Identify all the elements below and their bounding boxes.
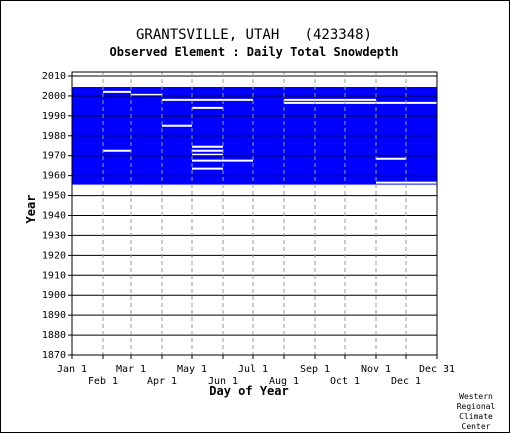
credit-line-2: Regional <box>457 402 496 411</box>
y-tick-label-1970: 1970 <box>42 151 66 162</box>
y-tick-label-1870: 1870 <box>42 350 66 361</box>
x-tick-label-apr-1: Apr 1 <box>147 376 177 387</box>
y-axis-label: Year <box>24 195 38 224</box>
y-tick-label-1960: 1960 <box>42 171 66 182</box>
y-tick-label-1950: 1950 <box>42 191 66 202</box>
data-coverage-band <box>72 84 437 185</box>
y-tick-label-2000: 2000 <box>42 91 66 102</box>
x-tick-label-aug-1: Aug 1 <box>269 376 299 387</box>
y-tick-label-1940: 1940 <box>42 210 66 221</box>
y-tick-label-1990: 1990 <box>42 111 66 122</box>
y-tick-label-1980: 1980 <box>42 131 66 142</box>
x-tick-label-jul-1: Jul 1 <box>238 364 268 375</box>
x-tick-label-nov-1: Nov 1 <box>361 364 391 375</box>
x-tick-label-sep-1: Sep 1 <box>300 364 330 375</box>
y-tick-label-1920: 1920 <box>42 250 66 261</box>
x-axis-label: Day of Year <box>209 384 288 398</box>
credit-line-3: Climate <box>459 412 493 421</box>
x-tick-label-feb-1: Feb 1 <box>88 376 118 387</box>
x-tick-label-mar-1: Mar 1 <box>116 364 146 375</box>
x-tick-label-dec-31: Dec 31 <box>419 364 455 375</box>
credit-line-4: Center <box>462 422 491 431</box>
y-tick-label-1930: 1930 <box>42 230 66 241</box>
x-tick-label-jan-1: Jan 1 <box>57 364 87 375</box>
x-tick-label-oct-1: Oct 1 <box>330 376 360 387</box>
chart-subtitle: Observed Element : Daily Total Snowdepth <box>110 45 399 59</box>
y-tick-label-1890: 1890 <box>42 310 66 321</box>
chart-title: GRANTSVILLE, UTAH (423348) <box>136 27 372 43</box>
plot-border <box>71 71 438 356</box>
y-tick-label-1910: 1910 <box>42 270 66 281</box>
credit-line-1: Western <box>459 392 493 401</box>
y-tick-label-1900: 1900 <box>42 290 66 301</box>
x-tick-label-may-1: May 1 <box>177 364 207 375</box>
x-tick-label-jun-1: Jun 1 <box>208 376 238 387</box>
y-tick-label-2010: 2010 <box>42 71 66 82</box>
x-tick-label-dec-1: Dec 1 <box>391 376 421 387</box>
plot-area: 2010 2000 1990 1980 1970 1960 1950 1940 1930 1920… <box>42 71 455 387</box>
y-tick-label-1880: 1880 <box>42 330 66 341</box>
credit-block: Western Regional Climate Center <box>457 392 496 431</box>
